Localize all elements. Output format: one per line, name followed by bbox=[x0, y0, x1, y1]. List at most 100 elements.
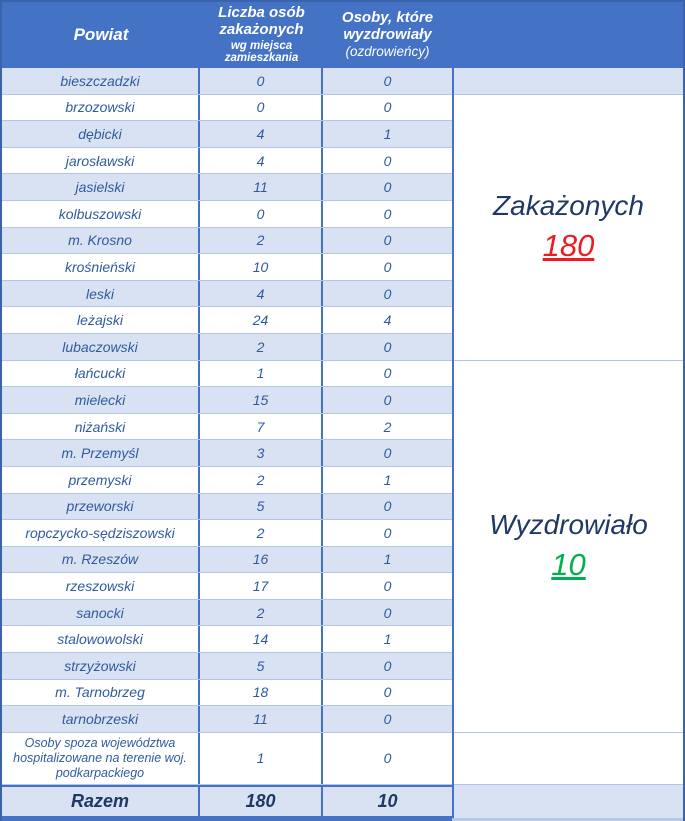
infected-count: 2 bbox=[200, 599, 323, 626]
table-row: łańcucki 1 0 bbox=[2, 360, 452, 388]
recovered-count: 0 bbox=[383, 445, 392, 462]
table-header-row: Powiat Liczba osób zakażonych wg miejsca… bbox=[2, 2, 683, 68]
powiat-name: niżański bbox=[2, 413, 200, 440]
infected-count: 4 bbox=[200, 147, 323, 174]
summary-recovered-label: Wyzdrowiało bbox=[489, 509, 648, 541]
powiat-name: sanocki bbox=[2, 599, 200, 626]
recovered-count: 0 bbox=[383, 684, 392, 701]
infected-count: 3 bbox=[200, 440, 323, 466]
powiat-name: przeworski bbox=[2, 493, 200, 520]
powiat-name: m. Przemyśl bbox=[2, 440, 200, 466]
recovered-count: 0 bbox=[383, 604, 392, 621]
recovered-count: 1 bbox=[383, 125, 392, 142]
special-row-recovered: 0 bbox=[383, 750, 392, 767]
summary-empty-bottom-cell bbox=[454, 784, 683, 818]
summary-empty-cell bbox=[454, 732, 683, 785]
powiat-name: jarosławski bbox=[2, 147, 200, 174]
table-row: przeworski 5 0 bbox=[2, 493, 452, 521]
recovered-count: 0 bbox=[383, 285, 392, 302]
table-row: stalowowolski 14 1 bbox=[2, 626, 452, 654]
infected-count: 17 bbox=[200, 573, 323, 599]
recovered-count: 0 bbox=[383, 498, 392, 515]
infected-count: 11 bbox=[200, 174, 323, 200]
powiat-name: rzeszowski bbox=[2, 573, 200, 599]
table-row: przemyski 2 1 bbox=[2, 466, 452, 494]
powiat-name: brzozowski bbox=[2, 94, 200, 121]
table-row: leski 4 0 bbox=[2, 280, 452, 308]
powiat-name: leżajski bbox=[2, 307, 200, 333]
summary-empty-top-cell bbox=[454, 68, 683, 95]
summary-infected: Zakażonych 180 bbox=[454, 94, 683, 361]
powiat-name: ropczycko-sędziszowski bbox=[2, 520, 200, 546]
recovered-count: 0 bbox=[383, 152, 392, 169]
infected-count: 4 bbox=[200, 280, 323, 307]
table-body: bieszczadzki 0 0 brzozowski 0 0 dębicki … bbox=[2, 68, 683, 818]
infected-count: 2 bbox=[200, 227, 323, 254]
powiat-name: dębicki bbox=[2, 121, 200, 147]
recovered-count: 1 bbox=[383, 631, 392, 648]
table-row: dębicki 4 1 bbox=[2, 121, 452, 148]
recovered-count: 0 bbox=[383, 338, 392, 355]
table-row: brzozowski 0 0 bbox=[2, 94, 452, 122]
infected-count: 11 bbox=[200, 706, 323, 732]
recovered-count: 0 bbox=[383, 72, 392, 89]
infected-count: 14 bbox=[200, 626, 323, 653]
header-recovered-sub: (ozdrowieńcy) bbox=[345, 43, 430, 59]
powiat-name: lubaczowski bbox=[2, 333, 200, 360]
table-row: mielecki 15 0 bbox=[2, 387, 452, 414]
infected-count: 4 bbox=[200, 121, 323, 147]
summary-infected-label: Zakażonych bbox=[493, 190, 644, 222]
infected-count: 5 bbox=[200, 653, 323, 679]
recovered-count: 2 bbox=[383, 418, 392, 435]
powiat-name: bieszczadzki bbox=[2, 68, 200, 94]
recovered-count: 0 bbox=[383, 179, 392, 196]
powiat-name: strzyżowski bbox=[2, 653, 200, 679]
table-row: krośnieński 10 0 bbox=[2, 254, 452, 281]
table-row: niżański 7 2 bbox=[2, 413, 452, 441]
table-row: m. Rzeszów 16 1 bbox=[2, 546, 452, 574]
recovered-count: 0 bbox=[383, 524, 392, 541]
powiat-name: jasielski bbox=[2, 174, 200, 200]
special-row-label: Osoby spoza województwa hospitalizowane … bbox=[2, 732, 200, 784]
powiat-name: m. Tarnobrzeg bbox=[2, 679, 200, 706]
recovered-count: 1 bbox=[383, 551, 392, 568]
table-row: ropczycko-sędziszowski 2 0 bbox=[2, 520, 452, 547]
cutoff-next-row-right bbox=[452, 818, 683, 821]
powiat-name: przemyski bbox=[2, 466, 200, 493]
special-row-infected: 1 bbox=[200, 732, 323, 784]
infected-count: 2 bbox=[200, 333, 323, 360]
table-row: bieszczadzki 0 0 bbox=[2, 68, 452, 95]
infected-count: 16 bbox=[200, 546, 323, 573]
infected-count: 2 bbox=[200, 520, 323, 546]
infected-count: 24 bbox=[200, 307, 323, 333]
infected-count: 7 bbox=[200, 413, 323, 440]
table-row: kolbuszowski 0 0 bbox=[2, 200, 452, 228]
recovered-count: 0 bbox=[383, 205, 392, 222]
total-row-recovered: 10 bbox=[377, 790, 398, 811]
recovered-count: 0 bbox=[383, 391, 392, 408]
powiat-rows: bieszczadzki 0 0 brzozowski 0 0 dębicki … bbox=[2, 68, 452, 733]
header-infected-sub: wg miejsca zamieszkania bbox=[224, 39, 299, 65]
infected-count: 10 bbox=[200, 254, 323, 280]
summary-recovered-value: 10 bbox=[551, 547, 586, 583]
recovered-count: 0 bbox=[383, 258, 392, 275]
table-row: rzeszowski 17 0 bbox=[2, 573, 452, 600]
powiat-name: leski bbox=[2, 280, 200, 307]
powiat-name: stalowowolski bbox=[2, 626, 200, 653]
header-infected: Liczba osób zakażonych wg miejsca zamies… bbox=[200, 2, 323, 68]
recovered-count: 0 bbox=[383, 578, 392, 595]
powiat-name: m. Krosno bbox=[2, 227, 200, 254]
recovered-count: 0 bbox=[383, 99, 392, 116]
header-empty-cell bbox=[452, 2, 683, 68]
table-row: strzyżowski 5 0 bbox=[2, 653, 452, 680]
infected-count: 15 bbox=[200, 387, 323, 413]
header-powiat: Powiat bbox=[2, 2, 200, 68]
powiat-name: kolbuszowski bbox=[2, 200, 200, 227]
recovered-count: 0 bbox=[383, 232, 392, 249]
infected-count: 5 bbox=[200, 493, 323, 520]
table-row-total: Razem 180 10 bbox=[2, 784, 452, 818]
cutoff-next-row bbox=[2, 818, 683, 821]
table-row-special: Osoby spoza województwa hospitalizowane … bbox=[2, 732, 452, 785]
summary-recovered: Wyzdrowiało 10 bbox=[454, 360, 683, 733]
